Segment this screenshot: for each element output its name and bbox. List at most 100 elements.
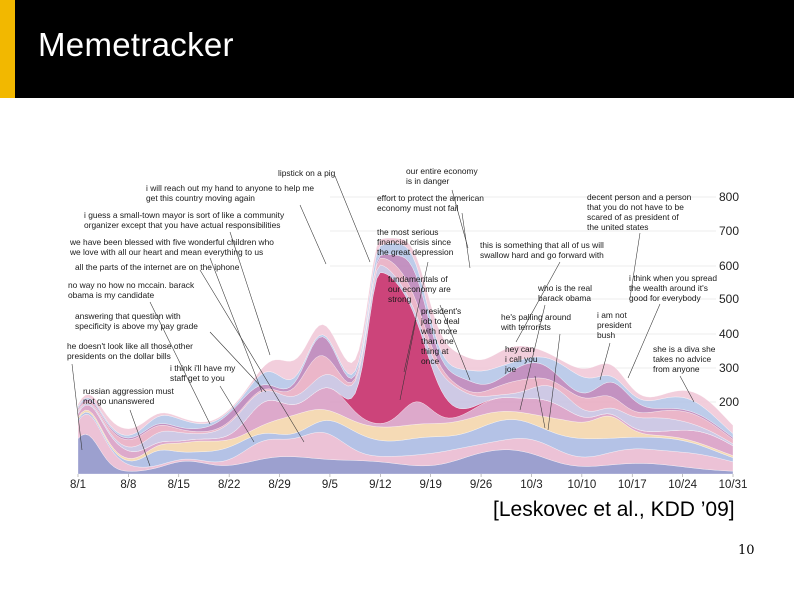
y-tick-label: 800 — [719, 190, 739, 204]
annotation-label: i am not president bush — [597, 310, 632, 340]
annotation-text: president's job to deal with more than one t… — [420, 306, 461, 366]
annotation-text: effort to protect the american economy mu… — [377, 193, 484, 213]
x-tick-label: 9/12 — [369, 479, 391, 491]
x-tick-label: 9/5 — [322, 479, 338, 491]
annotation-label: answering that question with specificity … — [75, 311, 198, 331]
y-tick-labels: 200 300 400 500 600 700 800 — [719, 190, 739, 409]
annotation-leader — [334, 175, 371, 263]
annotation-leader — [534, 375, 546, 429]
annotation-leader — [519, 304, 546, 411]
x-tick-label: 10/10 — [567, 479, 596, 491]
y-tick-label: 300 — [719, 361, 739, 375]
annotation-label: effort to protect the american economy mu… — [377, 193, 484, 213]
annotation-leader — [209, 257, 263, 393]
slide-header — [0, 0, 794, 98]
annotation-leader — [71, 363, 83, 451]
annotation-label: i will reach out my hand to anyone to he… — [146, 183, 314, 203]
annotation-label: i think when you spread the wealth around… — [629, 273, 717, 303]
annotation-text: answering that question with specificity … — [75, 311, 198, 331]
x-tick-label: 10/3 — [520, 479, 542, 491]
citation: [Leskovec et al., KDD ’09] — [493, 498, 735, 521]
annotation-leader — [199, 269, 305, 443]
x-tick-label: 8/29 — [268, 479, 290, 491]
annotation-leader — [629, 232, 641, 299]
annotation-text: russian aggression must not go unanswered — [83, 386, 174, 406]
annotation-text: the most serious financial crisis since th… — [377, 227, 454, 257]
annotation-label: no way no how no mccain. barack obama is … — [68, 280, 195, 300]
annotation-leader — [627, 303, 661, 379]
x-tick-label: 8/1 — [70, 479, 86, 491]
annotation-leader — [439, 304, 471, 381]
x-tick-labels: 8/1 8/8 8/15 8/22 8/29 9/5 9/12 9/19 9/26 10/3 10/… — [70, 474, 747, 491]
chart-areas — [77, 237, 734, 475]
annotation-leader — [515, 261, 561, 343]
annotation-text: we have been blessed with five wonderful… — [69, 237, 274, 257]
annotation-leader — [209, 331, 267, 393]
annotation-label: we have been blessed with five wonderful… — [69, 237, 274, 257]
annotation-text: decent person and a person that you do no… — [587, 192, 692, 232]
annotation-leader — [461, 212, 471, 269]
annotation-label: this is something that all of us will swa… — [480, 240, 604, 260]
annotation-leader — [599, 342, 611, 381]
y-tick-label: 500 — [719, 292, 739, 306]
x-tick-label: 10/17 — [618, 479, 647, 491]
annotation-text: she is a diva she takes no advice from any… — [653, 344, 716, 374]
header-accent-bar — [0, 0, 15, 98]
annotation-leader — [229, 231, 271, 356]
annotation-leader — [399, 319, 417, 401]
annotation-text: no way no how no mccain. barack obama is … — [68, 280, 195, 300]
y-tick-label: 600 — [719, 259, 739, 273]
annotation-text: i think when you spread the wealth around… — [629, 273, 717, 303]
annotation-leader — [403, 261, 429, 373]
stream-layer — [77, 237, 734, 436]
annotation-text: fundamentals of our economy are strong — [388, 274, 451, 304]
x-tick-label: 8/8 — [120, 479, 136, 491]
x-tick-label: 10/24 — [668, 479, 697, 491]
annotation-label: decent person and a person that you do no… — [587, 192, 692, 232]
slide-title: Memetracker — [38, 26, 234, 63]
x-tick-label: 9/19 — [419, 479, 441, 491]
annotation-leader — [149, 301, 211, 425]
y-tick-label: 200 — [719, 395, 739, 409]
annotation-label: i guess a small-town mayor is sort of li… — [84, 210, 285, 230]
annotation-text: this is something that all of us will swa… — [480, 240, 604, 260]
annotation-text: he's palling around with terrorists — [500, 312, 571, 332]
annotation-leader — [451, 189, 469, 249]
x-tick-label: 9/26 — [470, 479, 492, 491]
annotation-text: i am not president bush — [597, 310, 632, 340]
annotation-leader — [547, 333, 561, 431]
y-tick-label: 700 — [719, 224, 739, 238]
annotation-text: our entire economy is in danger — [406, 166, 479, 186]
annotation-label: russian aggression must not go unanswered — [83, 386, 174, 406]
annotation-text: hey can i call you joe — [504, 344, 538, 374]
annotation-label: our entire economy is in danger — [406, 166, 479, 186]
annotation-label: who is the real barack obama — [537, 283, 592, 303]
annotation-label: all the parts of the internet are on the… — [75, 262, 240, 272]
annotation-leader — [129, 409, 151, 467]
annotation-text: i think i'll have my staff get to you — [170, 363, 236, 383]
annotation-label: she is a diva she takes no advice from any… — [653, 344, 716, 374]
chart-annotations: lipstick on a pig our entire economy is in… — [67, 166, 717, 406]
annotation-label: he's palling around with terrorists — [500, 312, 571, 332]
slide-number: 10 — [738, 543, 755, 558]
annotation-label: hey can i call you joe — [504, 344, 538, 374]
x-tick-label: 8/15 — [168, 479, 190, 491]
annotation-label: he doesn't look like all those other pres… — [67, 341, 193, 361]
annotation-label: i think i'll have my staff get to you — [170, 363, 236, 383]
annotation-text: lipstick on a pig — [278, 168, 336, 178]
y-tick-label: 400 — [719, 327, 739, 341]
annotation-text: who is the real barack obama — [537, 283, 592, 303]
annotation-leader — [219, 385, 255, 443]
annotation-label: lipstick on a pig — [278, 168, 336, 178]
annotation-label: president's job to deal with more than one t… — [420, 306, 461, 366]
annotation-leader — [299, 204, 327, 265]
annotation-label: the most serious financial crisis since th… — [377, 227, 454, 257]
annotation-text: he doesn't look like all those other pres… — [67, 341, 193, 361]
annotation-text: i will reach out my hand to anyone to he… — [146, 183, 314, 203]
annotation-leader — [679, 375, 695, 403]
annotation-text: i guess a small-town mayor is sort of li… — [84, 210, 285, 230]
annotation-label: fundamentals of our economy are strong — [388, 274, 451, 304]
x-tick-label: 8/22 — [218, 479, 240, 491]
annotation-text: all the parts of the internet are on the… — [75, 262, 240, 272]
